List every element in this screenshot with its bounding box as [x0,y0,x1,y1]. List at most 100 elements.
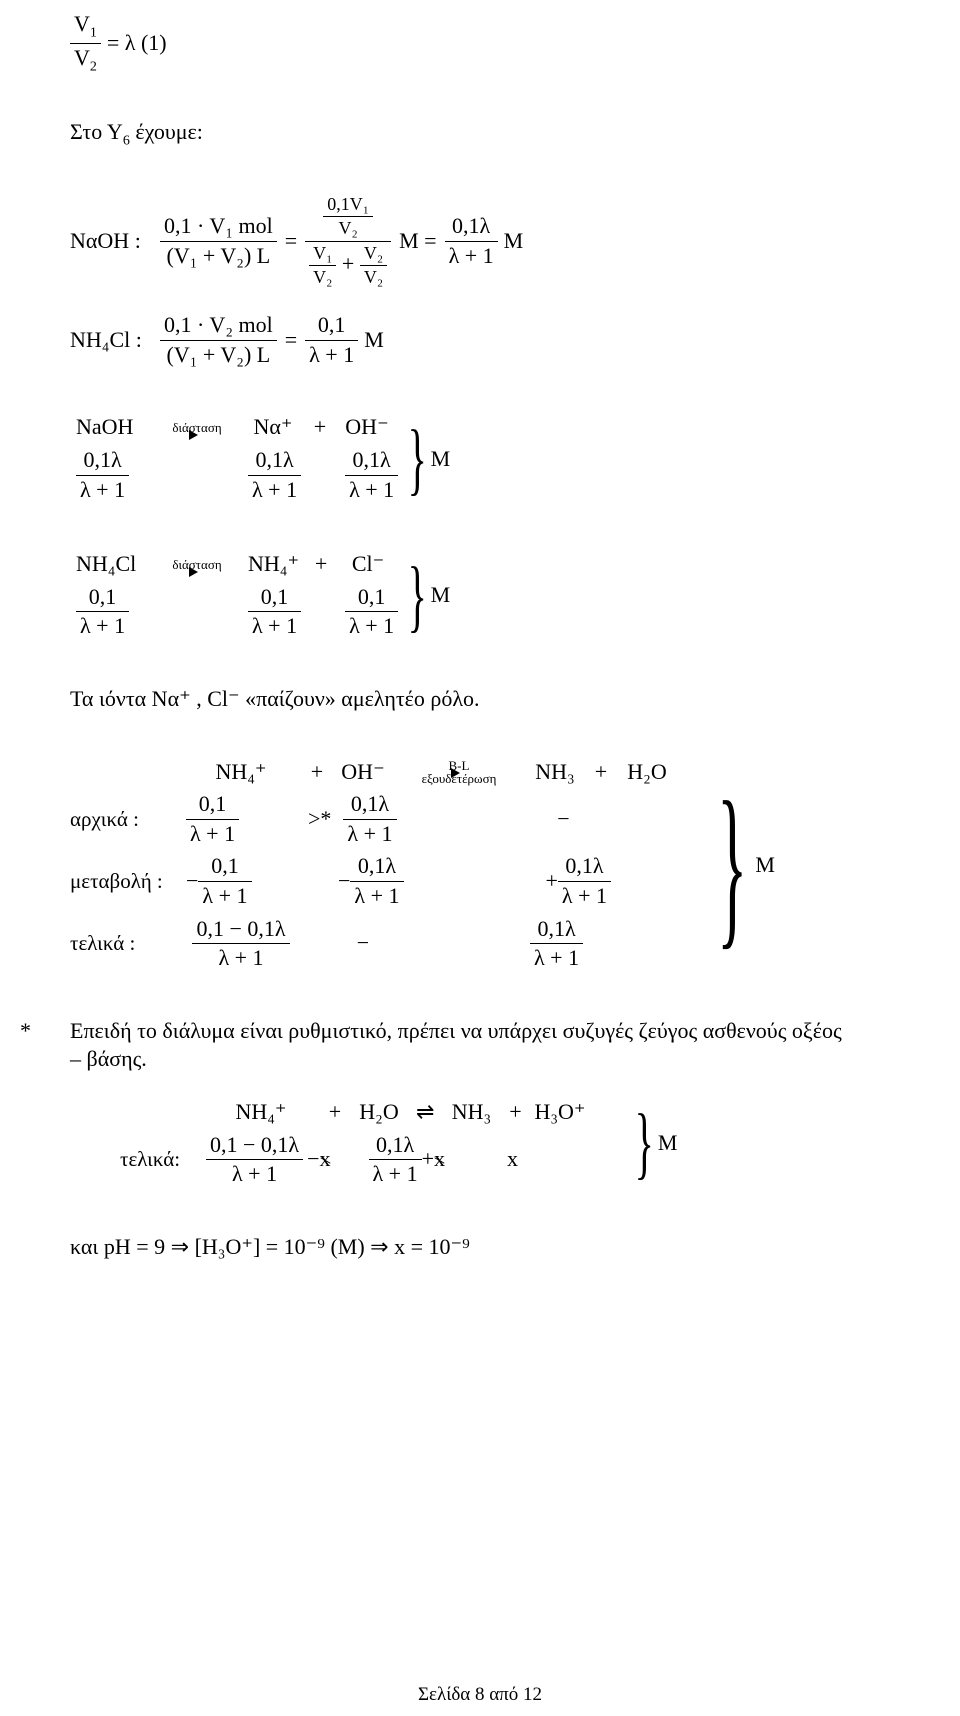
frac: 0,1 · V₁ mol (V₁ + V₂) L [160,212,277,270]
eq: = [277,227,305,256]
plus: + [302,756,332,789]
den: V₂ [309,266,336,289]
dissoc-naoh: NaOH διάσταση Να⁺ + ΟΗ⁻ 0,1λλ + 1 0,1λλ … [70,411,890,506]
plus: + [304,411,336,444]
inner-frac: V₂ V₂ [360,242,387,290]
txt: M = [391,227,444,256]
minus: − [303,1145,319,1174]
brace-icon: } [717,775,747,955]
arrow-icon: διάσταση [152,558,242,571]
arrow-icon: διάσταση [152,421,242,434]
star-icon: * [20,1017,31,1046]
den: λ + 1 [186,820,239,849]
plus: + [322,1096,348,1129]
frac: 0,1λλ + 1 [369,1131,422,1189]
frac: 0,1λλ + 1 [343,790,396,848]
inner-frac: 0,1V₁ V₂ [323,193,373,241]
den: λ + 1 [369,1160,422,1189]
frac: 0,1λ + 1 [248,583,301,641]
dissoc-nh4cl: ΝΗ₄Cl διάσταση ΝΗ₄⁺ + Cl⁻ 0,1λ + 1 0,1λ … [70,548,890,643]
product: Να⁺ [242,411,304,444]
neutralization: ΝΗ₄⁺ + ΟΗ⁻ B-L εξουδετέρωση ΝΗ₃ + Η₂Ο αρ… [70,756,890,975]
arrow-icon: B-L εξουδετέρωση [394,759,524,785]
num: 0,1 [305,311,358,341]
num: 0,1λ [343,790,396,820]
eq: = [277,326,305,355]
den: λ + 1 [305,341,358,370]
num: 0,1V₁ [323,193,373,217]
table: ΝΗ₄Cl διάσταση ΝΗ₄⁺ + Cl⁻ 0,1λ + 1 0,1λ … [70,548,404,643]
row-label: τελικά : [70,930,180,957]
frac: 0,1 · V₂ mol (V₁ + V₂) L [160,311,277,369]
reactant: ΟΗ⁻ [332,756,394,789]
final-ph-line: και pH = 9 ⇒ [Η₃Ο⁺] = 10⁻⁹ (M) ⇒ x = 10⁻… [70,1233,890,1262]
frac: 0,1 − 0,1λλ + 1 [192,915,289,973]
table: ΝΗ₄⁺ + Η₂Ο ⇌ ΝΗ₃ + Η₃Ο⁺ τελικά: 0,1 − 0,… [120,1096,631,1191]
reactant: ΝΗ₄⁺ [180,756,302,789]
inner-frac: V₁ V₂ [309,242,336,290]
sign: − [338,867,350,896]
txt: = λ (1) [107,29,167,58]
equilibrium-arrow-icon: ⇌ [410,1098,440,1127]
nh4cl-line: ΝΗ₄Cl : 0,1 · V₂ mol (V₁ + V₂) L = 0,1 λ… [70,311,890,369]
frac: 0,1λ + 1 [76,583,129,641]
sub: 1 [90,25,97,40]
sign: − [186,867,198,896]
brace-icon: } [408,556,427,636]
den: λ + 1 [350,882,403,911]
num: V₂ [360,242,387,266]
eq-v1v2: V1 V2 = λ (1) [70,10,890,76]
label: ΝΗ₄Cl : [70,326,160,355]
den: λ + 1 [445,242,498,271]
compound-frac: 0,1V₁ V₂ V₁ V₂ + V₂ V₂ [305,193,391,290]
num: 0,1 [248,583,301,613]
txt: M [431,581,451,610]
den: λ + 1 [530,944,583,973]
frac: 0,1λλ + 1 [350,852,403,910]
ions-note: Τα ιόντα Να⁺ , Cl⁻ «παίζουν» αμελητέο ρό… [70,685,890,714]
txt: M [658,1129,678,1158]
sub: 2 [90,59,97,74]
txt: Στο Υ [70,119,123,144]
plus: + [502,1096,528,1129]
num: 0,1λ [445,212,498,242]
txt: – βάσης. [70,1046,147,1071]
num: 0,1 − 0,1λ [206,1131,303,1161]
txt: M [431,445,451,474]
plus: + [422,1145,434,1174]
den: λ + 1 [248,612,301,641]
num: 0,1 · V₁ mol [160,212,277,242]
table: ΝΗ₄⁺ + ΟΗ⁻ B-L εξουδετέρωση ΝΗ₃ + Η₂Ο αρ… [70,756,709,975]
product: Η₂Ο [616,756,678,789]
row-label: μεταβολή : [70,868,180,895]
row-label: αρχικά : [70,806,180,833]
frac: 0,1λ + 1 [198,852,251,910]
frac: 0,1λ + 1 [345,583,398,641]
product: ΟΗ⁻ [336,411,398,444]
num: 0,1λ [345,446,398,476]
frac: 0,1λλ + 1 [530,915,583,973]
frac: 0,1λλ + 1 [76,446,129,504]
struck-x: x [434,1145,445,1174]
naoh-line: ΝαΟΗ : 0,1 · V₁ mol (V₁ + V₂) L = 0,1V₁ … [70,193,890,290]
num: 0,1 − 0,1λ [192,915,289,945]
reactant: NaOH [70,411,152,444]
den: λ + 1 [345,476,398,505]
star-ref: >* [302,803,337,836]
sub: 6 [123,134,130,149]
dash: − [332,927,394,960]
txt: έχουμε: [130,119,203,144]
product: Cl⁻ [337,548,399,581]
den: (V₁ + V₂) L [160,242,277,271]
x: x [481,1143,543,1176]
num: 0,1λ [76,446,129,476]
frac: 0,1 λ + 1 [305,311,358,369]
den: λ + 1 [248,476,301,505]
table: NaOH διάσταση Να⁺ + ΟΗ⁻ 0,1λλ + 1 0,1λλ … [70,411,404,506]
dash: − [533,803,595,836]
num: 0,1λ [558,852,611,882]
den: λ + 1 [192,944,289,973]
den: λ + 1 [76,476,129,505]
frac: 0,1 − 0,1λλ + 1 [206,1131,303,1189]
num: 0,1λ [248,446,301,476]
